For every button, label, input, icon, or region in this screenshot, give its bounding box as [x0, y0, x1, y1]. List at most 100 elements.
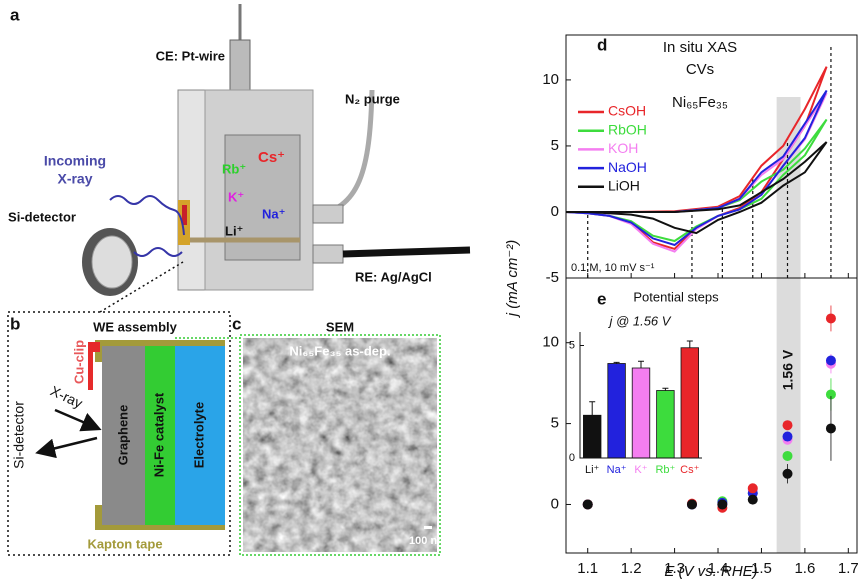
data-point: [825, 355, 836, 366]
data-point: [747, 494, 758, 505]
x-tick-label: Cs⁺: [680, 464, 699, 476]
cu-clip: [88, 342, 100, 390]
electrolyte: [175, 346, 225, 525]
band-label: 1.56 V: [779, 349, 795, 390]
panel-b: b WE assembly Si-detector X-ray Cu-clip …: [7, 311, 240, 556]
re-label: RE: Ag/AgCl: [355, 269, 432, 284]
xray-label: Incoming: [44, 153, 106, 169]
y-tick-label: 10: [542, 71, 559, 88]
graphene: [102, 346, 145, 525]
xray-label: X-ray: [57, 171, 92, 187]
scale-bar: [424, 526, 432, 529]
panel-label: d: [597, 35, 607, 54]
data-point: [825, 313, 836, 324]
data-point: [825, 389, 836, 400]
x-tick-label: Na⁺: [607, 464, 627, 476]
y-tick-label: 5: [551, 415, 559, 432]
ion: Li⁺: [225, 223, 243, 238]
x-tick-label: 1.2: [621, 560, 642, 577]
x-tick-label: Rb⁺: [655, 464, 675, 476]
callout: [99, 261, 184, 313]
x-axis-label: E (V vs. RHE): [664, 563, 757, 580]
legend-label: LiOH: [608, 178, 640, 194]
cv-curve: [566, 141, 828, 235]
catalyst-label: Ni-Fe catalyst: [151, 392, 166, 477]
panel-title: SEM: [326, 319, 354, 334]
fitting: [312, 204, 344, 224]
xray-label: X-ray: [48, 383, 85, 412]
error-bar: [613, 361, 620, 364]
data-point: [582, 499, 593, 510]
chart-subtitle: CVs: [686, 61, 714, 78]
y-tick-label: 0: [551, 203, 559, 220]
ion: Cs⁺: [258, 149, 285, 166]
chart-title: In situ XAS: [663, 39, 737, 56]
y-tick-label: 0: [551, 495, 559, 512]
panel-label: b: [10, 314, 20, 333]
x-tick-label: 1.6: [794, 560, 815, 577]
plot-frame: [565, 277, 858, 554]
panel-title: WE assembly: [93, 319, 178, 334]
data-point: [782, 420, 793, 431]
sem-image: [243, 338, 437, 552]
purge-label: N₂ purge: [345, 91, 400, 106]
x-tick-label: 1.1: [577, 560, 598, 577]
bar: [583, 414, 602, 459]
chart-title: Potential steps: [633, 289, 719, 304]
y-tick-label: 10: [542, 334, 559, 351]
xray-in: [109, 195, 185, 236]
panel-c: c SEM Ni₆₅Fe₃₅ as-dep. 100 nm: [232, 314, 447, 556]
connector: [229, 39, 251, 91]
ion: Na⁺: [262, 206, 285, 221]
purge-tube: [312, 89, 375, 218]
detector-label: Si-detector: [11, 401, 27, 469]
data-point: [782, 431, 793, 442]
bar: [680, 347, 699, 459]
fluorescence-arrow: [35, 436, 98, 459]
clip-label: Cu-clip: [71, 340, 86, 384]
data-point: [782, 468, 793, 479]
data-point: [717, 499, 728, 510]
graphene-label: Graphene: [115, 405, 130, 466]
frame: [239, 334, 441, 556]
cu-clip-a: [182, 205, 187, 225]
data-point: [686, 499, 697, 510]
legend-label: CsOH: [608, 103, 646, 119]
legend-label: NaOH: [608, 159, 647, 175]
error-bar: [638, 360, 644, 368]
x-tick-label: K⁺: [634, 464, 647, 476]
bar: [607, 363, 626, 459]
annotation: Ni₆₅Fe₃₅: [672, 94, 728, 111]
y-tick-label: 5: [569, 339, 575, 351]
x-tick-label: 1.7: [838, 560, 859, 577]
panel-label: c: [232, 314, 241, 333]
panel-label: a: [10, 5, 20, 24]
xray-arrow: [54, 408, 102, 432]
sample-label: Ni₆₅Fe₃₅ as-dep.: [289, 343, 390, 358]
y-tick-label: 0: [569, 452, 575, 464]
xray-out: [133, 247, 183, 257]
tape-label: Kapton tape: [87, 536, 162, 551]
legend-label: RbOH: [608, 121, 647, 137]
y-tick-label: 5: [551, 137, 559, 154]
legend-label: KOH: [608, 140, 638, 156]
y-tick-label: -5: [546, 269, 559, 286]
reference-electrode: [342, 246, 471, 258]
panel-a: a CE: Pt-wire N₂ purge Incoming X-ray Si…: [8, 4, 471, 313]
ce-label: CE: Pt-wire: [156, 48, 225, 63]
catalyst: [145, 346, 175, 525]
detector-label: Si-detector: [8, 209, 76, 224]
bar: [631, 367, 651, 459]
x-tick-label: 1.5: [751, 560, 772, 577]
data-point: [747, 483, 758, 494]
error-bar: [589, 401, 596, 416]
x-tick-label: Li⁺: [585, 464, 600, 476]
ion: K⁺: [228, 189, 244, 204]
y-axis-label: j (mA cm⁻²): [504, 240, 521, 319]
bar: [656, 390, 675, 459]
detector-window: [91, 235, 133, 289]
scale-label: 100 nm: [409, 535, 447, 547]
inset-title: j @ 1.56 V: [608, 313, 672, 328]
